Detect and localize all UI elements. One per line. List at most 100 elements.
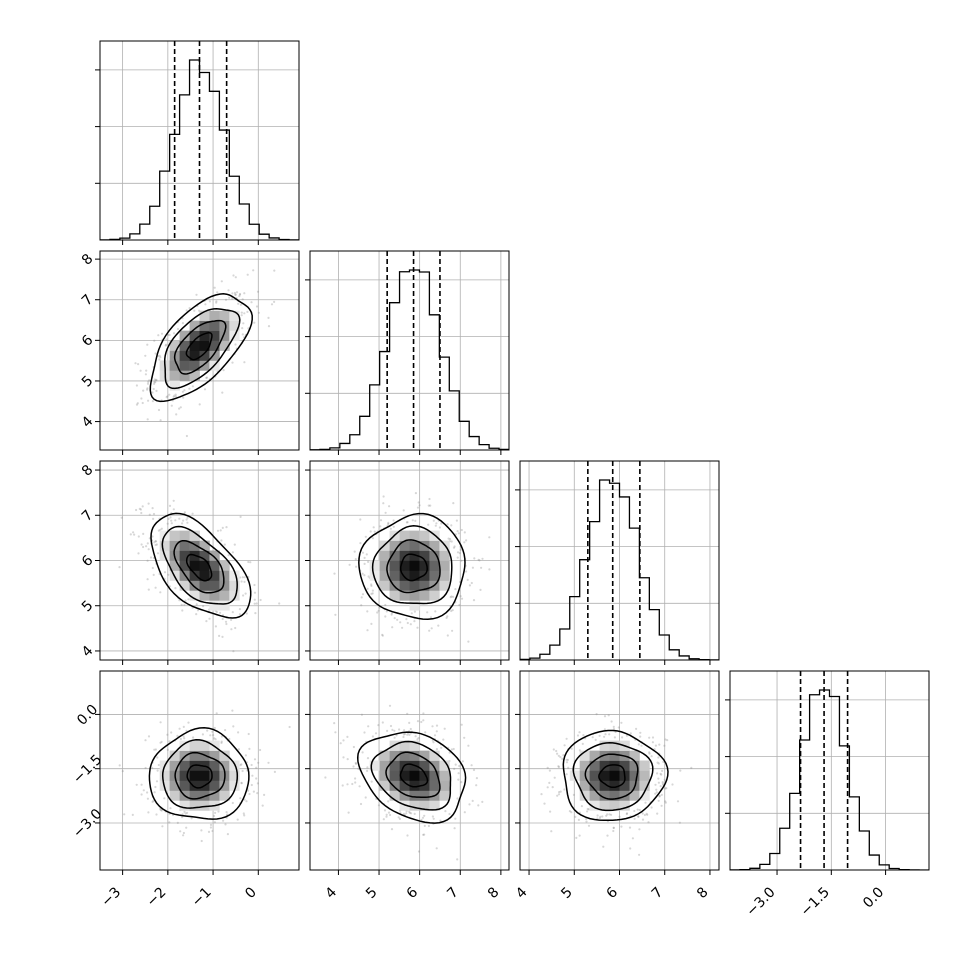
density-cell: [209, 600, 220, 611]
point: [603, 728, 607, 731]
point: [598, 734, 601, 737]
point: [629, 732, 632, 735]
point: [346, 735, 349, 739]
density-cell: [219, 780, 230, 791]
point: [334, 613, 337, 616]
point: [371, 589, 374, 592]
point: [170, 731, 173, 734]
density-cell: [409, 590, 420, 601]
point: [625, 812, 629, 815]
point: [406, 621, 409, 625]
density-cell: [209, 760, 220, 771]
point: [565, 758, 568, 761]
density-cell: [399, 540, 410, 551]
density-cell: [209, 330, 220, 341]
point: [151, 766, 154, 770]
point: [221, 391, 224, 394]
point: [249, 561, 252, 564]
density-cell: [229, 570, 240, 581]
point: [587, 808, 590, 811]
density-cell: [209, 770, 220, 781]
point: [586, 807, 589, 811]
point: [637, 743, 640, 746]
point: [388, 505, 391, 508]
point: [661, 769, 664, 773]
density-cell: [429, 750, 440, 761]
point: [169, 516, 172, 519]
point: [170, 522, 173, 525]
ytick-label-1-2: 6: [79, 332, 97, 350]
point: [147, 588, 150, 591]
point: [645, 812, 648, 815]
point: [435, 748, 438, 751]
point: [256, 792, 259, 795]
density-cell: [419, 760, 430, 771]
density-cell: [169, 780, 180, 791]
point: [188, 307, 191, 310]
point: [159, 419, 162, 422]
point: [585, 820, 588, 823]
point: [220, 740, 223, 743]
point: [163, 797, 166, 800]
frame-3-3: [729, 670, 930, 871]
density-cell: [219, 750, 230, 761]
point: [416, 738, 419, 741]
point: [238, 292, 242, 296]
point: [617, 726, 620, 729]
point: [172, 332, 176, 335]
point: [661, 782, 665, 785]
point: [352, 745, 355, 749]
contour-3-0-0: [186, 764, 213, 789]
density-cell: [589, 780, 600, 791]
contour-3-2-2: [572, 742, 654, 812]
density-cell: [169, 340, 180, 351]
point: [168, 740, 171, 743]
ytick-label-2-0: 4: [79, 643, 97, 661]
point: [208, 300, 211, 303]
density-cell: [219, 760, 230, 771]
xtick-label-1-2: 6: [404, 884, 422, 902]
point: [578, 834, 581, 837]
density-cell: [629, 770, 640, 781]
point: [228, 296, 231, 299]
density-cell: [179, 770, 190, 781]
point: [396, 618, 399, 621]
point: [477, 804, 480, 807]
ytick-label-2-4: 8: [79, 462, 97, 480]
point: [154, 785, 157, 789]
point: [452, 747, 455, 751]
point: [413, 620, 416, 623]
density-cell: [429, 550, 440, 561]
panel-2-1: [305, 460, 510, 665]
point: [572, 793, 576, 797]
point: [639, 731, 642, 734]
point: [578, 731, 581, 734]
point: [250, 783, 253, 787]
point: [548, 781, 551, 785]
point: [361, 551, 365, 554]
point: [550, 830, 553, 833]
point: [640, 744, 643, 747]
point: [591, 736, 594, 739]
point: [230, 628, 233, 631]
point: [212, 814, 216, 818]
point: [253, 598, 256, 601]
point: [435, 522, 438, 525]
xtick-label-1-0: 4: [322, 884, 340, 902]
point: [250, 763, 253, 767]
point: [454, 763, 457, 766]
density-cell: [189, 570, 200, 581]
point: [230, 618, 233, 622]
density-cell: [439, 580, 450, 591]
point: [359, 518, 362, 521]
density-cell: [389, 760, 400, 771]
point: [146, 791, 149, 794]
point: [453, 545, 456, 548]
point: [388, 704, 392, 707]
point: [118, 764, 121, 767]
point: [259, 748, 262, 752]
point: [416, 720, 420, 723]
density-cell: [179, 350, 190, 361]
point: [216, 291, 219, 294]
density-cell: [399, 580, 410, 591]
